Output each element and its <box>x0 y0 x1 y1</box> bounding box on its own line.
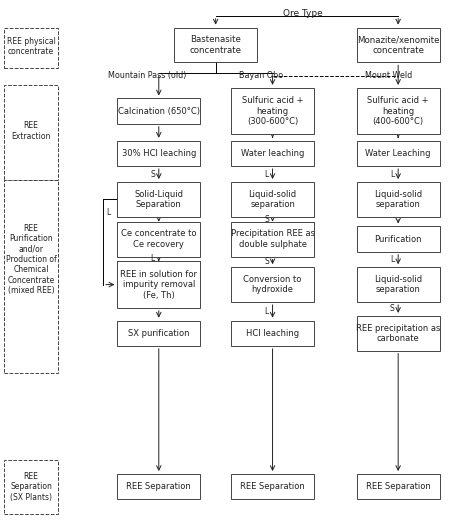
Text: L: L <box>151 254 155 263</box>
Bar <box>118 321 200 346</box>
Bar <box>231 474 314 499</box>
Text: 30% HCl leaching: 30% HCl leaching <box>122 149 196 158</box>
Text: S: S <box>264 257 269 267</box>
Text: S: S <box>150 169 155 179</box>
Text: REE
Extraction: REE Extraction <box>11 122 51 141</box>
Text: Purification: Purification <box>374 234 422 244</box>
Bar <box>231 182 314 217</box>
Bar <box>231 141 314 166</box>
Text: REE Separation: REE Separation <box>127 482 191 491</box>
Text: Monazite/xenomite
concentrate: Monazite/xenomite concentrate <box>357 35 439 54</box>
Text: Sulfuric acid +
heating
(300-600°C): Sulfuric acid + heating (300-600°C) <box>242 96 303 126</box>
Text: REE Separation: REE Separation <box>240 482 305 491</box>
Bar <box>356 316 439 351</box>
Bar <box>118 98 200 124</box>
Text: Water Leaching: Water Leaching <box>365 149 431 158</box>
Text: Precipitation REE as
double sulphate: Precipitation REE as double sulphate <box>230 230 315 249</box>
Bar <box>231 222 314 257</box>
Text: Sulfuric acid +
heating
(400-600°C): Sulfuric acid + heating (400-600°C) <box>367 96 429 126</box>
Text: Conversion to
hydroxide: Conversion to hydroxide <box>243 275 302 294</box>
Text: REE Separation: REE Separation <box>366 482 430 491</box>
Bar <box>118 261 200 308</box>
Bar <box>118 182 200 217</box>
Text: Solid-Liquid
Separation: Solid-Liquid Separation <box>134 190 183 209</box>
Text: Calcination (650°C): Calcination (650°C) <box>118 106 200 116</box>
Text: Bayan Obo: Bayan Obo <box>238 71 283 80</box>
Text: L: L <box>264 169 268 179</box>
Text: SX purification: SX purification <box>128 329 190 338</box>
Bar <box>356 226 439 252</box>
Bar <box>4 28 58 68</box>
Bar <box>4 460 58 514</box>
Bar <box>4 85 58 180</box>
Text: Bastenasite
concentrate: Bastenasite concentrate <box>190 35 242 54</box>
Text: Liquid-solid
separation: Liquid-solid separation <box>248 190 297 209</box>
Text: S: S <box>264 215 269 224</box>
Bar <box>356 474 439 499</box>
Text: L: L <box>390 255 394 264</box>
Text: REE
Purification
and/or
Production of
Chemical
Concentrate
(mixed REE): REE Purification and/or Production of Ch… <box>6 224 56 295</box>
Text: S: S <box>390 304 394 314</box>
Bar <box>231 88 314 134</box>
Bar <box>231 267 314 302</box>
Text: L: L <box>390 169 394 179</box>
Bar <box>4 180 58 373</box>
Bar <box>118 141 200 166</box>
Bar <box>231 321 314 346</box>
Text: REE
Separation
(SX Plants): REE Separation (SX Plants) <box>10 472 52 501</box>
Text: Liquid-solid
separation: Liquid-solid separation <box>374 275 422 294</box>
Text: Water leaching: Water leaching <box>241 149 304 158</box>
Text: Mountain Pass (old): Mountain Pass (old) <box>108 71 186 80</box>
Text: Liquid-solid
separation: Liquid-solid separation <box>374 190 422 209</box>
Bar <box>356 88 439 134</box>
Bar <box>174 28 257 62</box>
Text: Ce concentrate to
Ce recovery: Ce concentrate to Ce recovery <box>121 230 197 249</box>
Text: REE precipitation as
carbonate: REE precipitation as carbonate <box>356 324 440 343</box>
Text: L: L <box>264 307 268 316</box>
Text: REE in solution for
impurity removal
(Fe, Th): REE in solution for impurity removal (Fe… <box>120 270 197 299</box>
Bar <box>356 182 439 217</box>
Text: Ore Type: Ore Type <box>283 8 323 18</box>
Bar <box>356 141 439 166</box>
Text: REE physical
concentrate: REE physical concentrate <box>7 37 55 56</box>
Bar <box>356 267 439 302</box>
Bar <box>118 474 200 499</box>
Bar <box>118 222 200 257</box>
Text: L: L <box>107 208 111 217</box>
Text: Mount Weld: Mount Weld <box>365 71 412 80</box>
Text: HCl leaching: HCl leaching <box>246 329 299 338</box>
Bar <box>356 28 439 62</box>
